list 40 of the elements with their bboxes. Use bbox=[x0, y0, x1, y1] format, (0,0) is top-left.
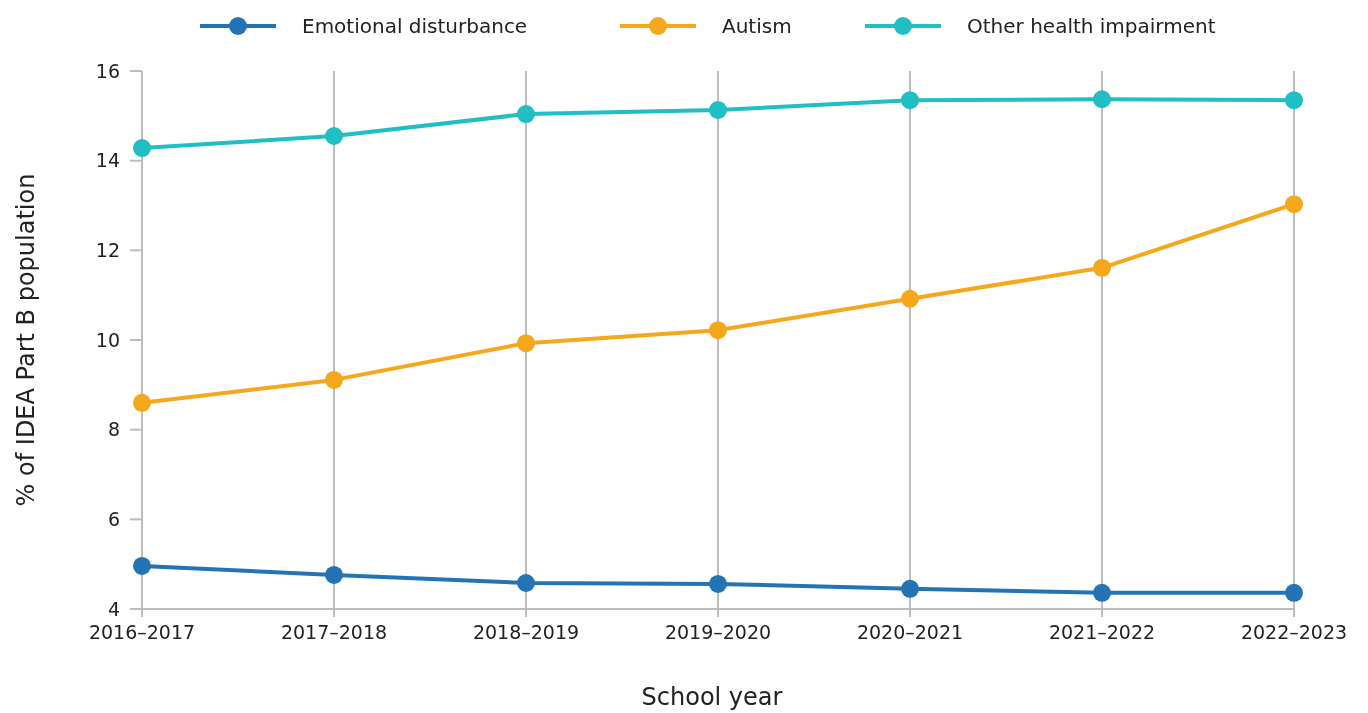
x-tick-label: 2017–2018 bbox=[280, 621, 388, 643]
point bbox=[325, 370, 343, 389]
point bbox=[517, 105, 535, 124]
point bbox=[133, 139, 151, 158]
point bbox=[1285, 91, 1303, 110]
legend-label: Autism bbox=[722, 14, 792, 38]
point bbox=[325, 127, 343, 146]
y-tick-label: 6 bbox=[107, 507, 120, 530]
y-axis-title: % of IDEA Part B population bbox=[12, 173, 40, 507]
point bbox=[133, 556, 151, 575]
legend-label: Other health impairment bbox=[967, 14, 1216, 38]
point bbox=[709, 321, 727, 340]
point bbox=[517, 574, 535, 592]
point bbox=[901, 289, 919, 308]
x-tick-label: 2021–2022 bbox=[1048, 621, 1156, 643]
y-tick-label: 8 bbox=[107, 418, 120, 441]
point bbox=[325, 565, 343, 584]
point bbox=[901, 579, 919, 598]
point bbox=[1285, 583, 1303, 602]
x-tick-label: 2019–2020 bbox=[664, 621, 772, 643]
y-tick-label: 10 bbox=[95, 328, 120, 351]
x-tick-label: 2016–2017 bbox=[88, 621, 196, 643]
point bbox=[1093, 258, 1111, 277]
point bbox=[1093, 583, 1111, 602]
y-tick-label: 12 bbox=[95, 238, 120, 261]
point bbox=[1285, 195, 1303, 214]
point bbox=[709, 574, 727, 593]
x-axis-title: School year bbox=[641, 683, 783, 711]
y-tick-label: 16 bbox=[95, 59, 120, 82]
x-tick-label: 2018–2019 bbox=[472, 621, 580, 643]
point bbox=[901, 91, 919, 110]
y-tick-label: 4 bbox=[107, 597, 120, 620]
point bbox=[709, 101, 727, 120]
x-tick-label: 2022–2023 bbox=[1240, 621, 1348, 643]
point bbox=[1093, 90, 1111, 109]
point bbox=[133, 393, 151, 412]
y-tick-label: 14 bbox=[95, 149, 120, 172]
legend-label: Emotional disturbance bbox=[302, 14, 528, 38]
point bbox=[517, 334, 535, 353]
x-tick-label: 2020–2021 bbox=[856, 621, 964, 643]
